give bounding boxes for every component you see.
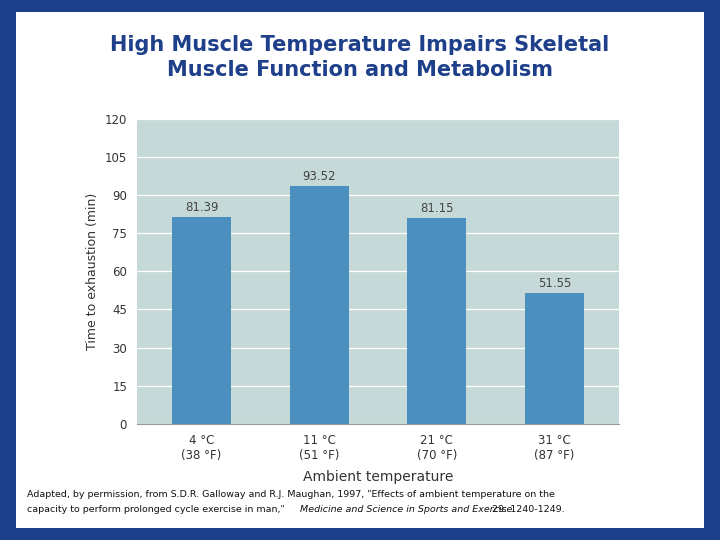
- Text: capacity to perform prolonged cycle exercise in man,": capacity to perform prolonged cycle exer…: [27, 505, 288, 514]
- Y-axis label: Time to exhaustion (min): Time to exhaustion (min): [86, 193, 99, 350]
- Bar: [408, 218, 467, 424]
- Text: 81.15: 81.15: [420, 201, 454, 214]
- Text: 29: 1240-1249.: 29: 1240-1249.: [489, 505, 564, 514]
- Bar: [289, 186, 348, 424]
- Text: 93.52: 93.52: [302, 170, 336, 183]
- Text: Medicine and Science in Sports and Exercise: Medicine and Science in Sports and Exerc…: [300, 505, 512, 514]
- Text: 81.39: 81.39: [185, 201, 218, 214]
- Bar: [525, 293, 584, 424]
- X-axis label: Ambient temperature: Ambient temperature: [303, 470, 453, 484]
- Text: High Muscle Temperature Impairs Skeletal
Muscle Function and Metabolism: High Muscle Temperature Impairs Skeletal…: [110, 35, 610, 80]
- Text: Adapted, by permission, from S.D.R. Galloway and R.J. Maughan, 1997, "Effects of: Adapted, by permission, from S.D.R. Gall…: [27, 490, 555, 500]
- Text: 51.55: 51.55: [538, 277, 571, 290]
- Bar: [172, 217, 231, 424]
